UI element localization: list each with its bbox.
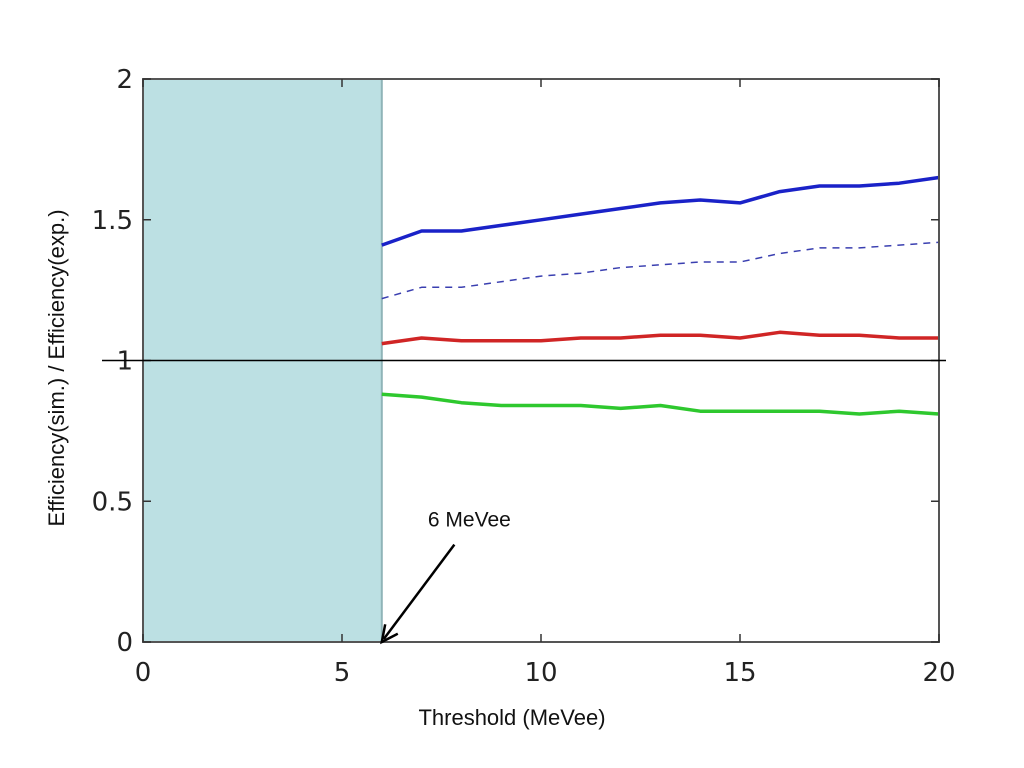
x-tick-label: 0 bbox=[135, 658, 152, 688]
series-line-2 bbox=[381, 241, 940, 300]
x-tick-label: 20 bbox=[922, 658, 955, 688]
y-tick-label: 2 bbox=[116, 65, 133, 95]
annotation-arrow-shaft bbox=[382, 543, 456, 640]
x-axis-title: Threshold (MeVee) bbox=[418, 705, 605, 730]
x-tick-label: 5 bbox=[334, 658, 351, 688]
y-tick-label: 0 bbox=[116, 628, 133, 658]
x-tick-label: 10 bbox=[524, 658, 557, 688]
annotation-label: 6 MeVee bbox=[428, 509, 511, 532]
series-line-4 bbox=[381, 392, 940, 416]
series-line-3 bbox=[381, 330, 939, 346]
y-tick-label: 1 bbox=[116, 347, 133, 377]
x-tick-label: 15 bbox=[723, 658, 756, 688]
y-tick-label: 1.5 bbox=[92, 206, 133, 236]
y-tick-label: 0.5 bbox=[92, 487, 133, 517]
series-line-1 bbox=[381, 175, 940, 247]
y-axis-title: Efficiency(sim.) / Efficiency(exp.) bbox=[44, 209, 69, 526]
annotation-arrow-head bbox=[380, 624, 399, 645]
